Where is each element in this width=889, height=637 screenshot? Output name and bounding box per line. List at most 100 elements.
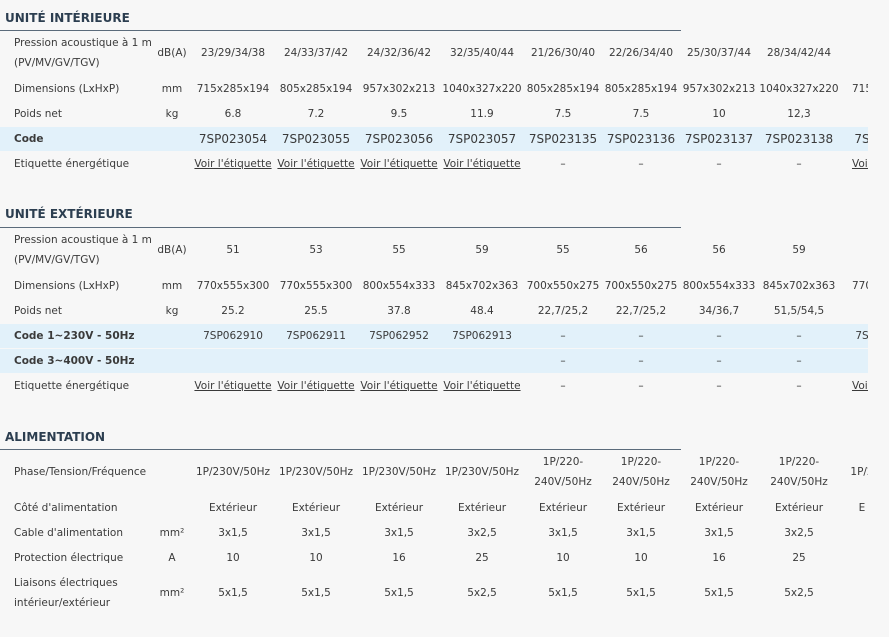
cell: 1P/220- 240V/50Hz (534, 456, 592, 488)
row-label: Code (14, 133, 44, 145)
cell: – (796, 355, 802, 367)
cell: 805x285x194 (279, 83, 353, 95)
cell: 59 (475, 244, 489, 256)
cell: 25.5 (304, 305, 328, 317)
cell: 6.8 (224, 108, 242, 120)
row-label: Poids net (14, 108, 63, 120)
row-unit: kg (165, 108, 179, 120)
row-label: Etiquette énergétique (14, 380, 130, 392)
cell: – (560, 330, 566, 342)
cell: 7SP062910 (203, 330, 263, 342)
row-label: Côté d'alimentation (14, 502, 118, 514)
cell: 16 (712, 552, 726, 564)
cell: 7.5 (632, 108, 650, 120)
label-link[interactable]: Voir l'étiquette (277, 158, 355, 170)
cell: 7SP023138 (764, 132, 834, 146)
cell: 805x285x194 (526, 83, 600, 95)
cell: 28/34/42/44 (766, 47, 832, 59)
cell: 48.4 (470, 305, 494, 317)
cell: 770x555x300 (279, 280, 353, 292)
row-label: Code 1~230V - 50Hz (14, 330, 135, 342)
cell: 1P/230V/50Hz (444, 466, 520, 478)
cell: 10 (634, 552, 648, 564)
cell: 3x1,5 (548, 527, 578, 539)
cell: 11.9 (470, 108, 494, 120)
cell: 24/33/37/42 (283, 47, 349, 59)
label-link[interactable]: Voir l'étiquette (360, 158, 438, 170)
cell: 7SP062952 (369, 330, 429, 342)
cell: 805x285x194 (604, 83, 678, 95)
cell: 25.2 (221, 305, 245, 317)
cell: – (638, 355, 644, 367)
cell: 5x1,5 (384, 587, 414, 599)
cell: 9.5 (390, 108, 408, 120)
cell: E (858, 502, 866, 514)
label-link[interactable]: Voir l'étiquette (277, 380, 355, 392)
cell: 7SP023056 (364, 132, 434, 146)
label-link[interactable]: Voir l'étiquette (194, 158, 272, 170)
cell: – (560, 158, 566, 170)
cell: 715x285x194 (196, 83, 270, 95)
cell: 34/36,7 (698, 305, 740, 317)
cell: 1P/230V/50Hz (278, 466, 354, 478)
section-title: ALIMENTATION (5, 430, 106, 444)
cell: – (638, 380, 644, 392)
label-link[interactable]: Voir l'étiquette (443, 158, 521, 170)
cell: 51 (226, 244, 240, 256)
row-label: Etiquette énergétique (14, 158, 130, 170)
label-link[interactable]: Voir l'étiquette (360, 380, 438, 392)
cell: Extérieur (538, 502, 588, 514)
cell: 7SP023137 (684, 132, 754, 146)
row-label: Dimensions (LxHxP) (14, 83, 120, 95)
row-unit: mm² (159, 527, 185, 539)
row-unit: dB(A) (157, 47, 187, 59)
section-title: UNITÉ EXTÉRIEURE (5, 207, 133, 221)
spec-table: UNITÉ INTÉRIEURE Pression acoustique à 1 … (0, 11, 868, 609)
cell: – (560, 380, 566, 392)
row-label: Poids net (14, 305, 63, 317)
cell: 56 (712, 244, 726, 256)
section-rule (0, 449, 681, 450)
cell: 51,5/54,5 (773, 305, 825, 317)
cell: 10 (712, 108, 726, 120)
cell: 700x550x275 (526, 280, 600, 292)
label-link[interactable]: Voir l'étiquette (194, 380, 272, 392)
cell: 22,7/25,2 (615, 305, 667, 317)
cell: 845x702x363 (445, 280, 519, 292)
cell: 3x1,5 (626, 527, 656, 539)
label-link[interactable]: Voir l'étiquette (443, 380, 521, 392)
label-link[interactable]: Voir (851, 158, 868, 170)
cell: 59 (792, 244, 806, 256)
cell: Extérieur (774, 502, 824, 514)
cell: 22,7/25,2 (537, 305, 589, 317)
section-rule (0, 227, 681, 228)
label-link[interactable]: Voir (851, 380, 868, 392)
row-label: Protection électrique (14, 552, 124, 564)
cell: 3x2,5 (784, 527, 814, 539)
cell: 957x302x213 (362, 83, 436, 95)
cell: 7S (855, 330, 868, 342)
cell: Extérieur (457, 502, 507, 514)
cell: 800x554x333 (682, 280, 756, 292)
cell: 25 (475, 552, 489, 564)
cell: 800x554x333 (362, 280, 436, 292)
row-unit: mm (161, 280, 183, 292)
cell: – (796, 330, 802, 342)
row-label: Code 3~400V - 50Hz (14, 355, 135, 367)
cell: 21/26/30/40 (530, 47, 596, 59)
cell: – (638, 158, 644, 170)
cell: 845x702x363 (762, 280, 836, 292)
cell: 3x1,5 (301, 527, 331, 539)
cell: 770 (851, 280, 868, 292)
cell: 1040x327x220 (442, 83, 522, 95)
cell: 10 (309, 552, 323, 564)
cell: 55 (392, 244, 406, 256)
cell: 55 (556, 244, 570, 256)
cell: 16 (392, 552, 406, 564)
row-label: Cable d'alimentation (14, 527, 123, 539)
cell: – (716, 330, 722, 342)
row-unit: mm (161, 83, 183, 95)
cell: 7SP023136 (606, 132, 676, 146)
cell: 7.2 (307, 108, 325, 120)
cell: Extérieur (374, 502, 424, 514)
